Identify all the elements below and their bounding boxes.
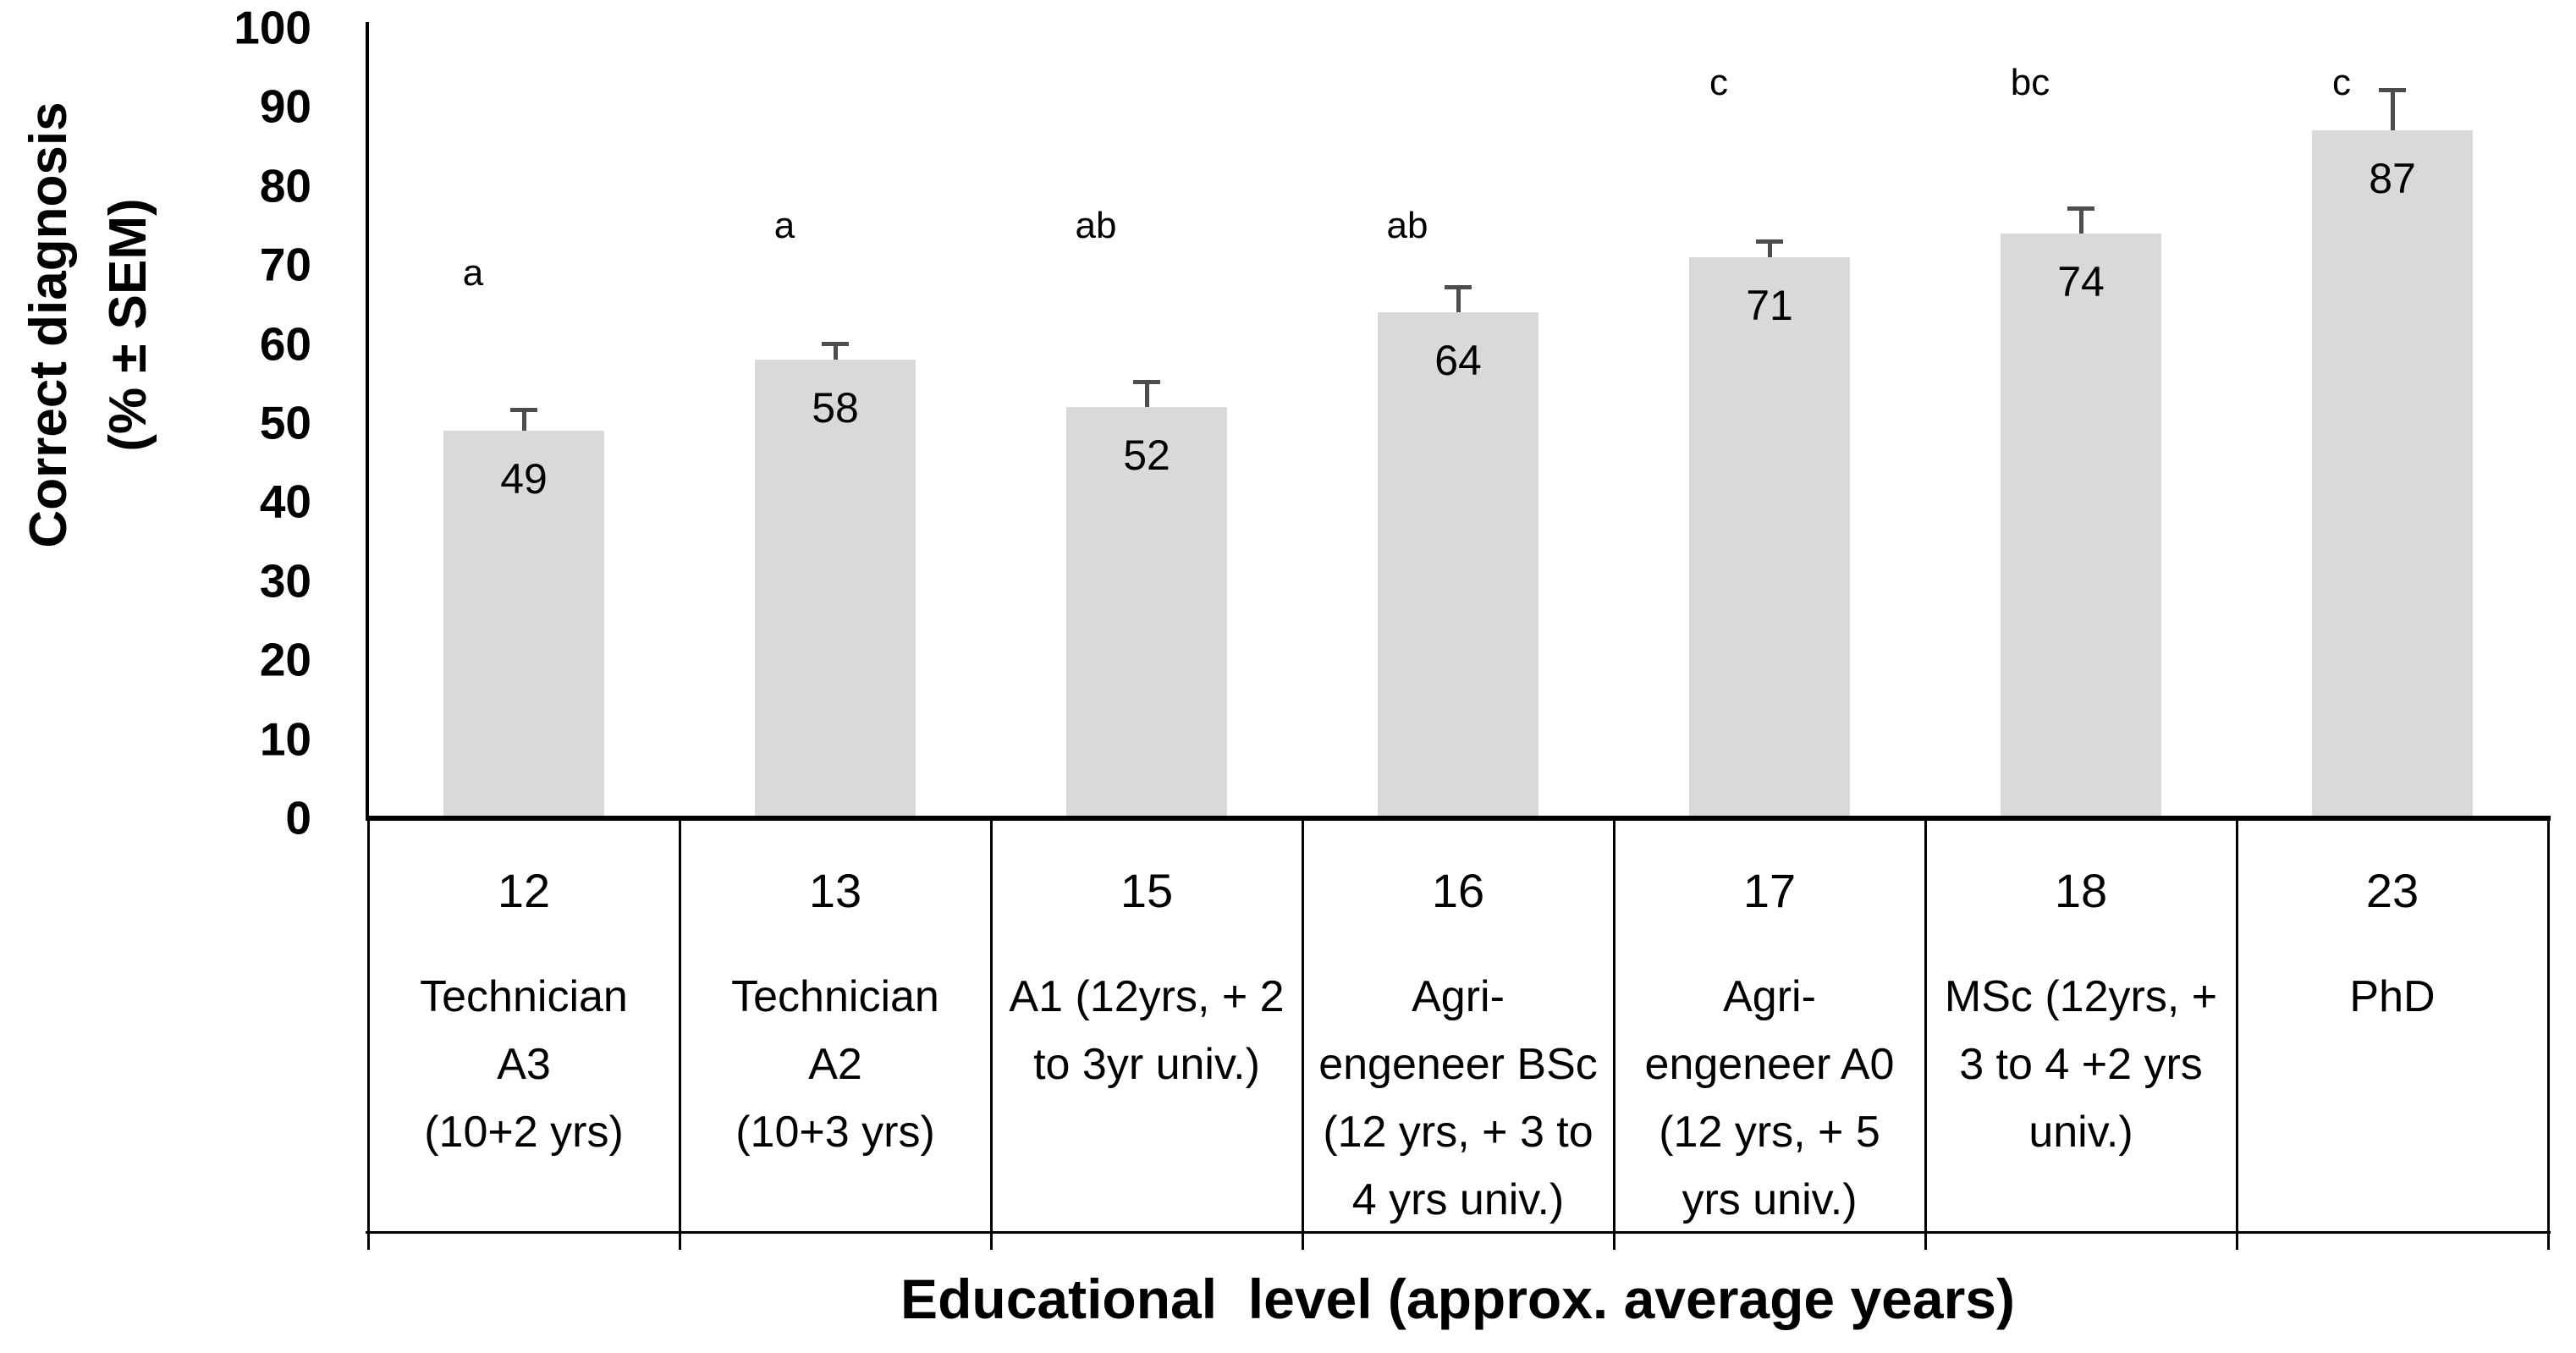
error-bar-cap	[1756, 239, 1783, 245]
bar	[755, 360, 916, 818]
error-bar-cap	[2067, 206, 2094, 211]
column-divider	[989, 818, 993, 1231]
y-tick-label: 50	[259, 396, 311, 449]
sig-letter: a	[773, 204, 795, 246]
y-tick-label: 30	[259, 554, 311, 608]
y-axis-line	[366, 22, 369, 818]
y-tick-label: 80	[259, 159, 311, 212]
error-bar-line	[2390, 91, 2395, 131]
column-divider	[1301, 818, 1304, 1231]
bar	[2312, 130, 2473, 818]
error-bar-line	[833, 345, 838, 360]
table-cell-years: 23	[2365, 864, 2419, 917]
table-cell-label: PhD	[2349, 972, 2436, 1021]
column-divider	[366, 818, 370, 1231]
y-tick-label: 10	[259, 712, 311, 766]
bar-value-label: 52	[1123, 432, 1170, 480]
table-cell-label: A1 (12yrs, + 2 to 3yr univ.)	[1009, 972, 1285, 1089]
column-divider	[2546, 818, 2550, 1231]
y-tick-label: 40	[259, 475, 311, 528]
table-cell-years: 18	[2054, 864, 2108, 917]
bar-value-label: 64	[1434, 337, 1482, 385]
y-tick-label: 60	[259, 317, 311, 371]
axis-tick	[1612, 1231, 1616, 1250]
table-cell-label: Agri- engeneer A0 (12 yrs, + 5 yrs univ.…	[1644, 972, 1895, 1224]
error-bar-cap	[2379, 87, 2406, 92]
column-divider	[678, 818, 681, 1231]
y-tick-label: 20	[259, 633, 311, 686]
axis-tick	[989, 1231, 993, 1250]
bar-value-label: 74	[2057, 257, 2105, 305]
column-divider	[1924, 818, 1927, 1231]
error-bar-line	[1144, 383, 1149, 408]
table-cell-years: 15	[1120, 864, 1174, 917]
bar-value-label: 87	[2369, 155, 2416, 203]
axis-tick	[2235, 1231, 2238, 1250]
sig-letter: c	[1709, 62, 1728, 104]
sig-letter: c	[2332, 62, 2351, 104]
sig-letter: a	[462, 251, 484, 294]
table-bottom-line	[366, 1231, 2551, 1234]
table-cell-label: Agri- engeneer BSc (12 yrs, + 3 to 4 yrs…	[1318, 972, 1598, 1224]
y-tick-label: 90	[259, 80, 311, 133]
y-tick-label: 0	[285, 791, 311, 844]
bar-value-label: 71	[1746, 281, 1793, 329]
error-bar-cap	[1133, 380, 1160, 385]
error-bar-cap	[822, 342, 849, 347]
bar	[2001, 233, 2161, 818]
bar	[1066, 407, 1227, 818]
sig-letter: bc	[2010, 62, 2050, 104]
error-bar-line	[521, 410, 526, 432]
error-bar-cap	[510, 407, 537, 412]
x-axis-title: Educational level (approx. average years…	[900, 1268, 2015, 1330]
table-cell-label: Technician A2 (10+3 yrs)	[731, 972, 939, 1157]
x-axis-line	[366, 816, 2551, 821]
sig-letter: ab	[1075, 204, 1117, 246]
bar-value-label: 49	[500, 455, 548, 503]
table-cell-label: Technician A3 (10+2 yrs)	[420, 972, 628, 1157]
column-divider	[1612, 818, 1616, 1231]
bar	[1378, 312, 1538, 818]
y-tick-label: 70	[259, 238, 311, 291]
table-cell-label: MSc (12yrs, + 3 to 4 +2 yrs univ.)	[1944, 972, 2218, 1157]
table-cell-years: 13	[808, 864, 862, 917]
error-bar-line	[1456, 289, 1461, 313]
error-bar-line	[2078, 209, 2083, 234]
bar	[443, 431, 604, 818]
axis-tick	[1301, 1231, 1304, 1250]
sig-letter: ab	[1386, 204, 1428, 246]
axis-tick	[678, 1231, 681, 1250]
error-bar-line	[1767, 243, 1772, 257]
table-cell-years: 16	[1431, 864, 1485, 917]
error-bar-cap	[1445, 285, 1472, 290]
bar-value-label: 58	[812, 384, 859, 432]
axis-tick	[2546, 1231, 2550, 1250]
column-divider	[2235, 818, 2238, 1231]
table-cell-years: 12	[497, 864, 551, 917]
axis-tick	[1924, 1231, 1927, 1250]
table-cell-years: 17	[1742, 864, 1797, 917]
axis-tick	[366, 1231, 370, 1250]
bar	[1689, 256, 1850, 818]
y-tick-label: 100	[234, 1, 311, 54]
